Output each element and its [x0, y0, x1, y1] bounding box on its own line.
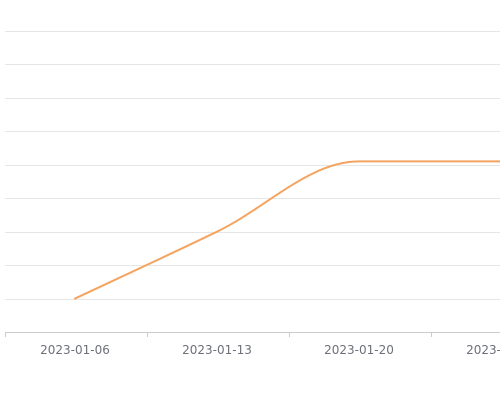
x-axis [5, 332, 500, 337]
series-line [74, 160, 500, 300]
x-tick-label: 2023-01-06 [40, 343, 110, 357]
grid-lines [5, 31, 500, 300]
x-tick-label: 2023-01-13 [182, 343, 252, 357]
x-tick-label: 2023-01-27 [466, 343, 500, 357]
series-layer [74, 160, 500, 300]
x-axis-labels: 2023-01-06 2023-01-13 2023-01-20 2023-01-27 [40, 343, 500, 357]
x-tick-label: 2023-01-20 [324, 343, 394, 357]
